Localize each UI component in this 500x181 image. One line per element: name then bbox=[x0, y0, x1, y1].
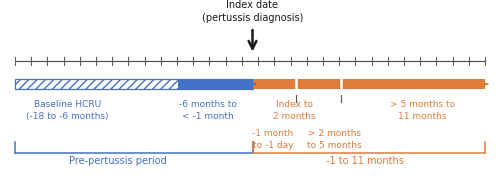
Bar bbox=[252, 79, 485, 89]
Bar bbox=[15, 79, 252, 89]
Text: Pre-pertussis period: Pre-pertussis period bbox=[68, 156, 166, 166]
Text: -1 month
to -1 day: -1 month to -1 day bbox=[252, 129, 294, 150]
Text: Baseline HCRU
(-18 to -6 months): Baseline HCRU (-18 to -6 months) bbox=[26, 100, 109, 121]
Bar bbox=[178, 79, 252, 89]
Text: > 5 months to
11 months: > 5 months to 11 months bbox=[390, 100, 455, 121]
Text: > 2 months
to 5 months: > 2 months to 5 months bbox=[306, 129, 362, 150]
Text: -1 to 11 months: -1 to 11 months bbox=[326, 156, 404, 166]
Text: Index date
(pertussis diagnosis): Index date (pertussis diagnosis) bbox=[202, 0, 303, 23]
Text: -6 months to
< -1 month: -6 months to < -1 month bbox=[178, 100, 236, 121]
Text: Index to
2 months: Index to 2 months bbox=[273, 100, 316, 121]
